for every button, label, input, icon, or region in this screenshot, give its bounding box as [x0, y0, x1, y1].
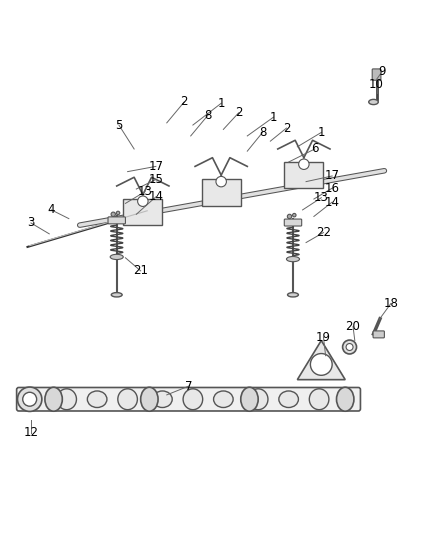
Text: 12: 12 [24, 426, 39, 439]
Text: 20: 20 [346, 320, 360, 333]
Text: 3: 3 [27, 216, 35, 230]
Text: 15: 15 [148, 173, 163, 186]
FancyBboxPatch shape [17, 387, 360, 411]
Text: 1: 1 [318, 126, 325, 139]
Ellipse shape [118, 389, 138, 410]
Ellipse shape [87, 391, 107, 408]
Ellipse shape [183, 389, 203, 410]
Circle shape [343, 340, 357, 354]
Circle shape [138, 196, 148, 206]
FancyBboxPatch shape [284, 219, 302, 226]
Ellipse shape [152, 391, 172, 408]
Ellipse shape [110, 254, 123, 260]
Text: 7: 7 [185, 379, 192, 393]
Text: 8: 8 [205, 109, 212, 122]
Ellipse shape [336, 387, 354, 411]
Text: 22: 22 [316, 226, 331, 239]
Text: 17: 17 [325, 169, 339, 182]
Circle shape [293, 213, 296, 217]
Text: 10: 10 [369, 78, 384, 91]
Text: 6: 6 [311, 142, 318, 156]
FancyBboxPatch shape [373, 331, 385, 338]
Circle shape [346, 344, 353, 351]
Ellipse shape [248, 389, 268, 410]
Ellipse shape [309, 389, 329, 410]
Circle shape [216, 176, 226, 187]
Circle shape [287, 214, 292, 219]
Circle shape [111, 212, 116, 216]
FancyBboxPatch shape [372, 69, 381, 80]
Ellipse shape [288, 293, 298, 297]
Text: 4: 4 [48, 204, 55, 216]
Text: 14: 14 [148, 190, 163, 204]
Circle shape [299, 159, 309, 169]
Text: 8: 8 [259, 126, 266, 139]
Text: 9: 9 [378, 65, 386, 78]
Text: 1: 1 [270, 111, 277, 124]
Ellipse shape [241, 387, 258, 411]
Ellipse shape [141, 387, 158, 411]
Text: 17: 17 [148, 160, 163, 173]
Circle shape [311, 353, 332, 375]
Text: 14: 14 [325, 196, 339, 208]
Text: 2: 2 [283, 122, 290, 135]
Polygon shape [123, 199, 162, 225]
Text: 13: 13 [314, 191, 328, 204]
Ellipse shape [286, 256, 300, 262]
Text: 19: 19 [316, 330, 331, 343]
Text: 1: 1 [217, 97, 225, 110]
Polygon shape [201, 180, 241, 206]
Text: 2: 2 [180, 95, 188, 109]
Circle shape [18, 387, 42, 411]
Text: 18: 18 [384, 297, 398, 310]
Text: 16: 16 [325, 182, 339, 195]
Text: 2: 2 [235, 107, 242, 119]
Circle shape [23, 392, 37, 406]
Ellipse shape [279, 391, 298, 408]
Ellipse shape [369, 99, 378, 104]
Ellipse shape [57, 389, 77, 410]
FancyBboxPatch shape [108, 217, 125, 224]
Polygon shape [284, 162, 323, 188]
Ellipse shape [45, 387, 62, 411]
Circle shape [116, 211, 120, 215]
Text: 21: 21 [133, 264, 148, 277]
Ellipse shape [111, 293, 122, 297]
Ellipse shape [214, 391, 233, 408]
Polygon shape [297, 341, 345, 379]
Text: 13: 13 [138, 185, 152, 198]
Text: 5: 5 [115, 118, 123, 132]
